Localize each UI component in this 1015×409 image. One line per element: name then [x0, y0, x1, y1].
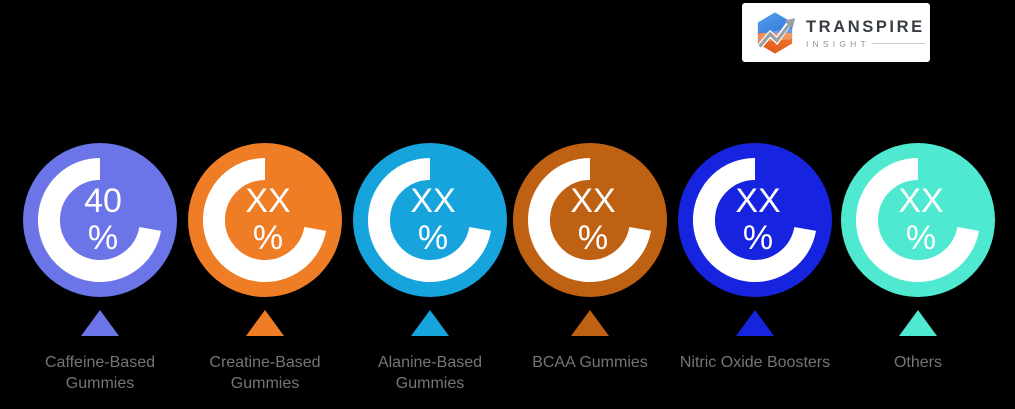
category-label: BCAA Gummies [532, 354, 648, 371]
donut-text: 40 % [23, 143, 177, 297]
brand-logo: TRANSPIRE INSIGHT [742, 3, 930, 62]
donut-text: XX % [513, 143, 667, 297]
donut-text: XX % [678, 143, 832, 297]
value-label: XX [735, 182, 781, 220]
donut-text: XX % [353, 143, 507, 297]
category-label: Creatine-Based Gummies [209, 354, 321, 392]
pointer-triangle [246, 310, 284, 336]
brand-subtitle: INSIGHT [806, 38, 870, 49]
progress-arc-icon [528, 158, 652, 282]
brand-logo-icon [757, 11, 796, 54]
donut-icon: XX % [841, 143, 995, 297]
progress-arc-icon [368, 158, 492, 282]
donut-text: XX % [841, 143, 995, 297]
pointer-triangle [571, 310, 609, 336]
donut-icon: XX % [353, 143, 507, 297]
value-label: XX [898, 182, 944, 220]
value-label: XX [245, 182, 291, 220]
percent-sign: % [577, 219, 609, 257]
brand-name: TRANSPIRE [806, 17, 925, 36]
brand-rule-line [871, 43, 925, 44]
category-label: Caffeine-Based Gummies [45, 354, 155, 392]
chart-item: 40 % Caffeine-Based Gummies [20, 143, 180, 394]
chart-item: XX % Nitric Oxide Boosters [675, 143, 835, 373]
donut-icon: XX % [513, 143, 667, 297]
category-label: Nitric Oxide Boosters [679, 354, 831, 371]
chart-item: XX % BCAA Gummies [510, 143, 670, 373]
progress-arc-icon [203, 158, 327, 282]
pointer-triangle [411, 310, 449, 336]
pointer-triangle [736, 310, 774, 336]
brand-text-block: TRANSPIRE INSIGHT [806, 17, 925, 49]
value-label: XX [410, 182, 456, 220]
donut-text: XX % [188, 143, 342, 297]
value-label: XX [570, 182, 616, 220]
progress-arc-icon [856, 158, 980, 282]
donut-icon: XX % [678, 143, 832, 297]
donut-icon: XX % [188, 143, 342, 297]
category-label: Others [893, 354, 942, 371]
percent-sign: % [742, 219, 774, 257]
progress-arc-icon [693, 158, 817, 282]
percent-sign: % [87, 219, 119, 257]
percent-sign: % [252, 219, 284, 257]
chart-item: XX % Alanine-Based Gummies [350, 143, 510, 394]
donut-icon: 40 % [23, 143, 177, 297]
pointer-triangle [81, 310, 119, 336]
pointer-triangle [899, 310, 937, 336]
chart-item: XX % Others [838, 143, 998, 373]
percent-sign: % [905, 219, 937, 257]
chart-item: XX % Creatine-Based Gummies [185, 143, 345, 394]
percent-sign: % [417, 219, 449, 257]
value-label: 40 [84, 182, 122, 220]
category-label: Alanine-Based Gummies [377, 354, 483, 392]
progress-arc-icon [38, 158, 162, 282]
